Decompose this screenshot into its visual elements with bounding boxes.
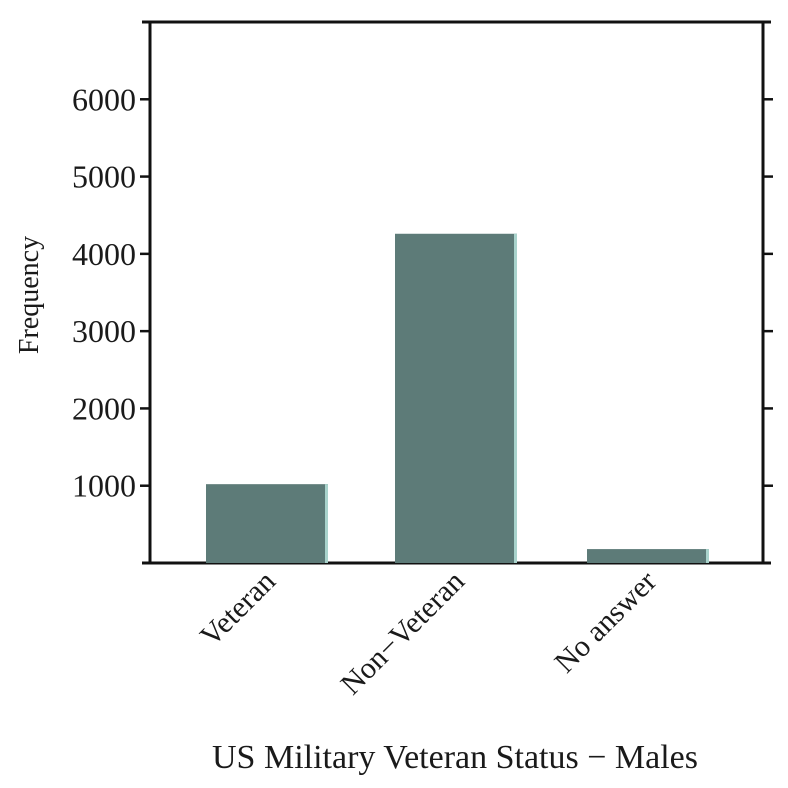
- y-axis-label: Frequency: [14, 236, 45, 354]
- x-axis-labels: Veteran Non−Veteran No answer: [194, 565, 663, 702]
- bar-edge-highlight: [325, 484, 328, 563]
- y-tick-label: 3000: [72, 313, 136, 349]
- x-tick-label: Non−Veteran: [334, 565, 471, 702]
- y-axis: 1000 2000 3000 4000 5000 6000: [72, 81, 773, 504]
- x-tick-label: Veteran: [194, 565, 282, 653]
- x-tick-label: No answer: [548, 565, 663, 680]
- y-tick-label: 4000: [72, 236, 136, 272]
- bars: [206, 233, 709, 563]
- y-tick-label: 2000: [72, 390, 136, 426]
- bar: [206, 484, 328, 563]
- bar-edge-highlight: [706, 549, 709, 563]
- y-tick-label: 1000: [72, 468, 136, 504]
- bar-edge-highlight: [514, 233, 517, 563]
- y-tick-label: 5000: [72, 159, 136, 195]
- y-tick-label: 6000: [72, 81, 136, 117]
- x-axis-title: US Military Veteran Status − Males: [212, 739, 698, 776]
- bar: [395, 233, 517, 563]
- bar: [587, 549, 709, 563]
